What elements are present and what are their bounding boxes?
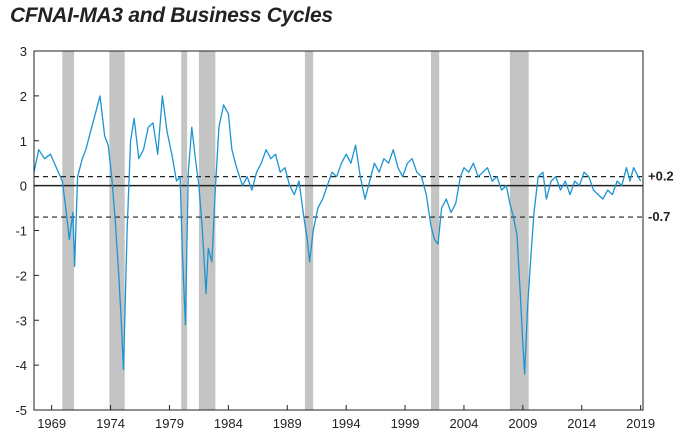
x-axis: 1969 1974 1979 1984 1989 1994 1999 2004 2009 2014…	[37, 405, 655, 431]
x-tick-label-7: 2004	[449, 416, 478, 431]
plot-frame	[33, 50, 644, 411]
y-tick-label-2: 1	[20, 134, 27, 149]
y-tick-label-7: -4	[15, 358, 27, 373]
y-tick-label-0: 3	[20, 44, 27, 59]
x-tick-label-5: 1994	[332, 416, 361, 431]
x-tick-label-3: 1984	[214, 416, 243, 431]
reference-lines: +0.2 -0.7	[34, 169, 674, 224]
y-tick-label-1: 2	[20, 89, 27, 104]
y-axis: 3 2 1 0 -1 -2 -3 -4 -5	[15, 44, 39, 418]
series-line-group	[33, 95, 642, 375]
recession-band-2	[181, 51, 188, 410]
recession-band-4	[304, 51, 314, 410]
series-line-0	[33, 95, 642, 375]
x-tick-label-9: 2014	[567, 416, 596, 431]
y-tick-label-8: -5	[15, 403, 27, 418]
x-tick-label-10: 2019	[626, 416, 655, 431]
x-tick-label-2: 1979	[155, 416, 184, 431]
recession-band-3	[198, 51, 216, 410]
y-tick-label-6: -3	[15, 313, 27, 328]
recession-band-5	[430, 51, 440, 410]
recession-bands	[62, 51, 529, 410]
y-tick-label-3: 0	[20, 179, 27, 194]
y-tick-label-4: -1	[15, 224, 27, 239]
chart-title: CFNAI-MA3 and Business Cycles	[10, 4, 333, 27]
x-tick-label-1: 1974	[96, 416, 125, 431]
x-tick-label-6: 1999	[391, 416, 420, 431]
x-tick-label-8: 2009	[508, 416, 537, 431]
x-tick-label-0: 1969	[37, 416, 66, 431]
reference-line-label-0: +0.2	[648, 169, 674, 184]
y-tick-label-5: -2	[15, 268, 27, 283]
reference-line-label-2: -0.7	[648, 209, 670, 224]
x-tick-label-4: 1989	[273, 416, 302, 431]
recession-band-6	[509, 51, 529, 410]
